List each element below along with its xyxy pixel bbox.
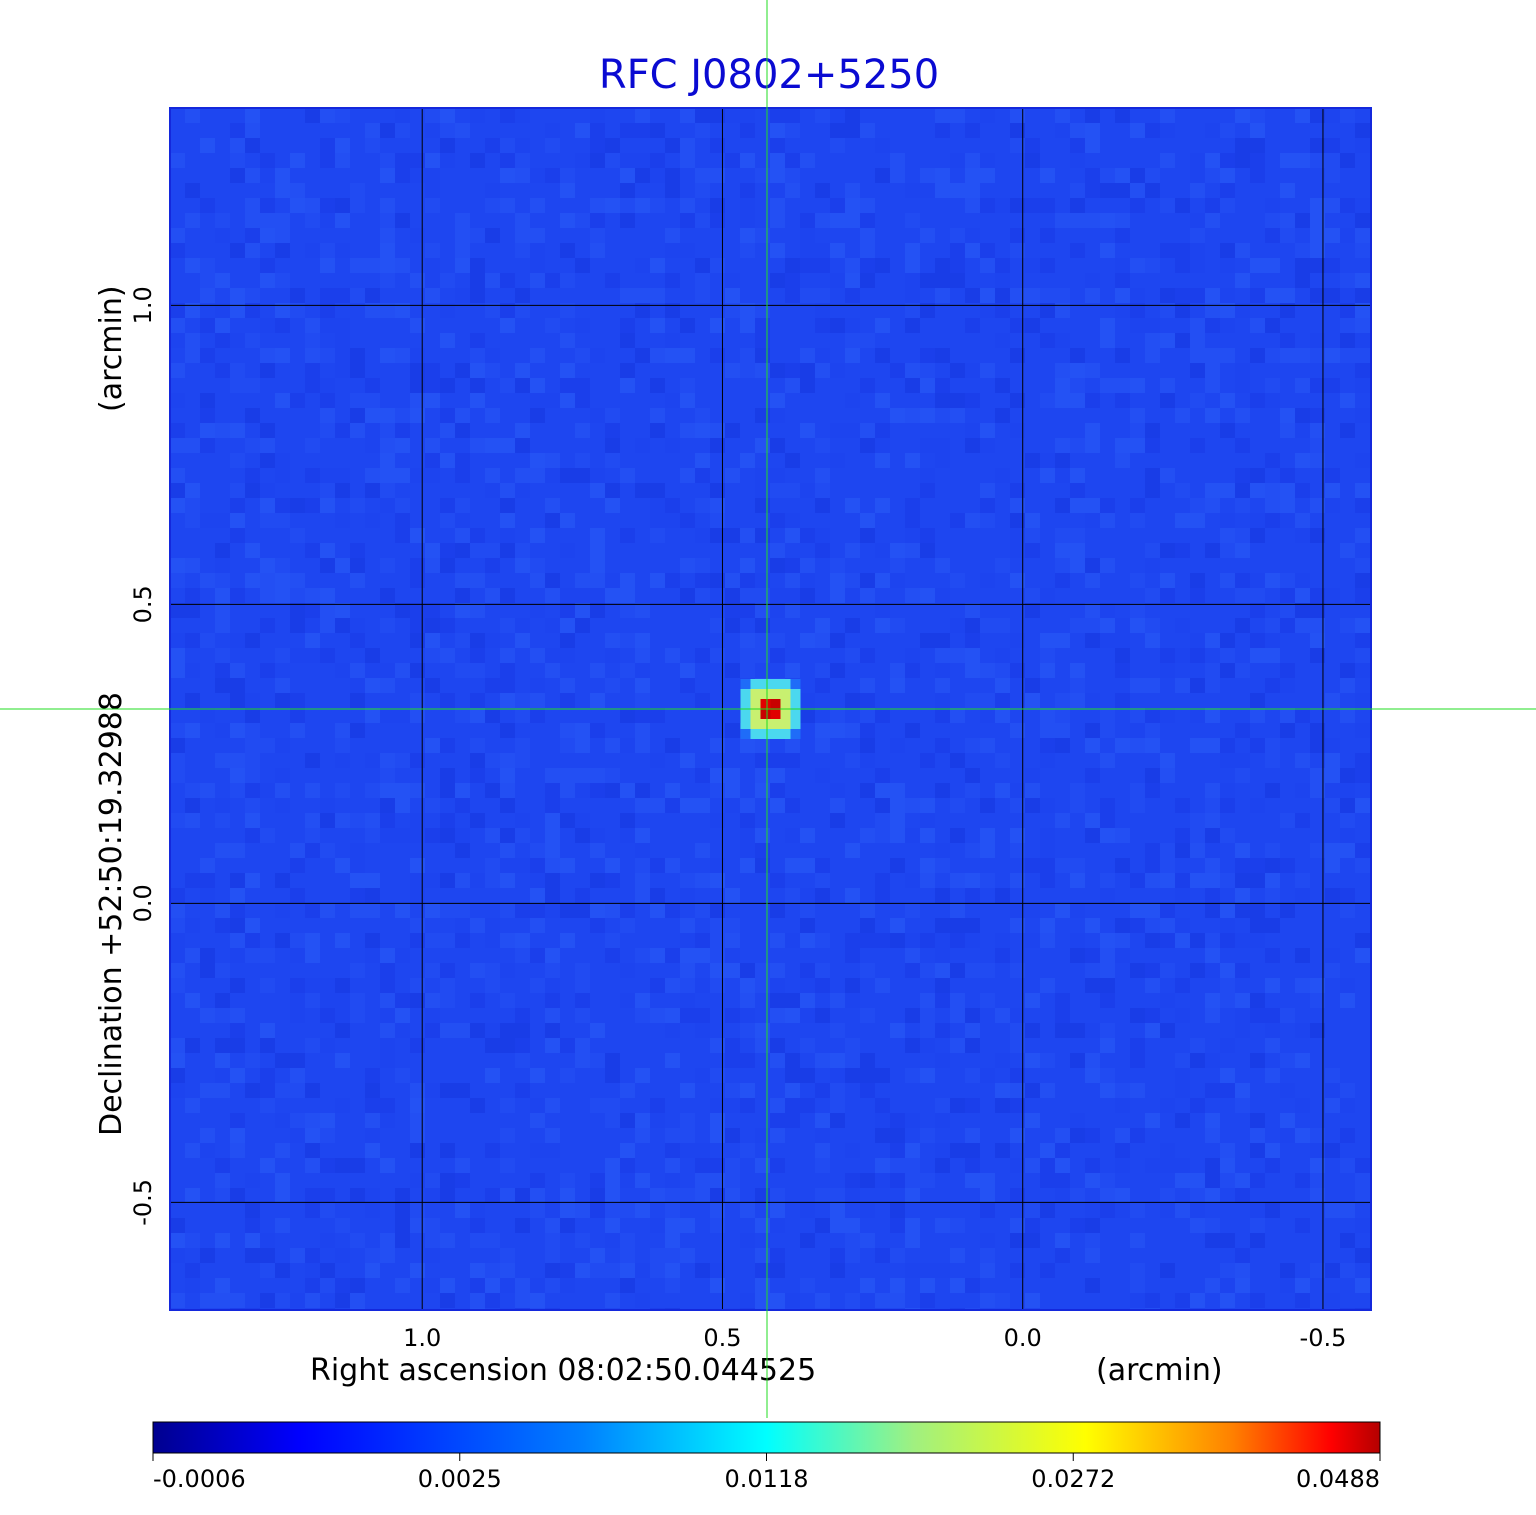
colorbar-ticks: -0.0006 0.0025 0.0118 0.0272 0.0488 (152, 1453, 1381, 1493)
y-tick-label: 1.0 (129, 286, 157, 324)
x-axis-label: Right ascension 08:02:50.044525 (310, 1353, 816, 1388)
colorbar-tick-label: 0.0025 (418, 1465, 502, 1493)
colorbar-tick-label: 0.0272 (1031, 1465, 1115, 1493)
y-tick-label: 0.5 (129, 585, 157, 623)
noise-texture (170, 108, 1371, 1310)
colorbar-tick-label: -0.0006 (153, 1465, 246, 1493)
colorbar-tick-label: 0.0118 (725, 1465, 809, 1493)
x-axis-ticks: 1.0 0.5 0.0 -0.5 (403, 1324, 1346, 1352)
x-tick-label: 0.5 (703, 1324, 741, 1352)
y-axis-unit: (arcmin) (94, 285, 129, 412)
x-tick-label: 1.0 (403, 1324, 441, 1352)
colorbar-tick-label: 0.0488 (1296, 1465, 1380, 1493)
colorbar (152, 1421, 1381, 1454)
source-peak (740, 679, 801, 739)
x-tick-label: 0.0 (1004, 1324, 1042, 1352)
y-tick-label: 0.0 (129, 884, 157, 922)
y-axis-ticks: 1.0 0.5 0.0 -0.5 (129, 286, 157, 1226)
y-tick-label: -0.5 (129, 1179, 157, 1226)
y-axis-label: Declination +52:50:19.32988 (94, 692, 129, 1136)
x-axis-unit: (arcmin) (1096, 1353, 1223, 1388)
crosshair (0, 0, 1536, 1418)
x-tick-label: -0.5 (1300, 1324, 1347, 1352)
chart-title: RFC J0802+5250 (599, 52, 939, 98)
